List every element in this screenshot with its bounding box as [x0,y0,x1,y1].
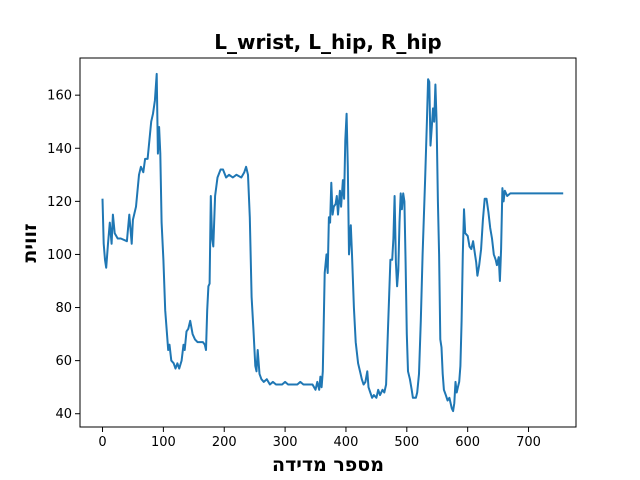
y-tick-label: 40 [55,407,72,422]
x-tick-label: 200 [212,435,237,450]
y-tick-label: 120 [47,195,72,210]
plot-frame [79,57,577,428]
x-axis-label: מספר מדידה [272,454,384,476]
x-axis: 0 100 200 300 400 500 600 700 [98,427,541,450]
y-axis: 40 60 80 100 120 140 160 [47,89,80,422]
y-tick-label: 140 [47,142,72,157]
x-tick-label: 400 [334,435,359,450]
y-tick-label: 160 [47,89,72,104]
y-tick-label: 60 [55,354,72,369]
chart-title: L_wrist, L_hip, R_hip [214,30,442,54]
x-tick-label: 500 [394,435,419,450]
x-tick-label: 300 [273,435,298,450]
y-tick-label: 100 [47,248,72,263]
plot-area [79,57,577,428]
y-tick-label: 80 [55,301,72,316]
x-tick-label: 0 [98,435,106,450]
series-line-0 [101,72,564,413]
x-tick-label: 600 [455,435,480,450]
x-tick-label: 100 [151,435,176,450]
x-tick-label: 700 [516,435,541,450]
y-axis-label: זווית [19,223,41,262]
